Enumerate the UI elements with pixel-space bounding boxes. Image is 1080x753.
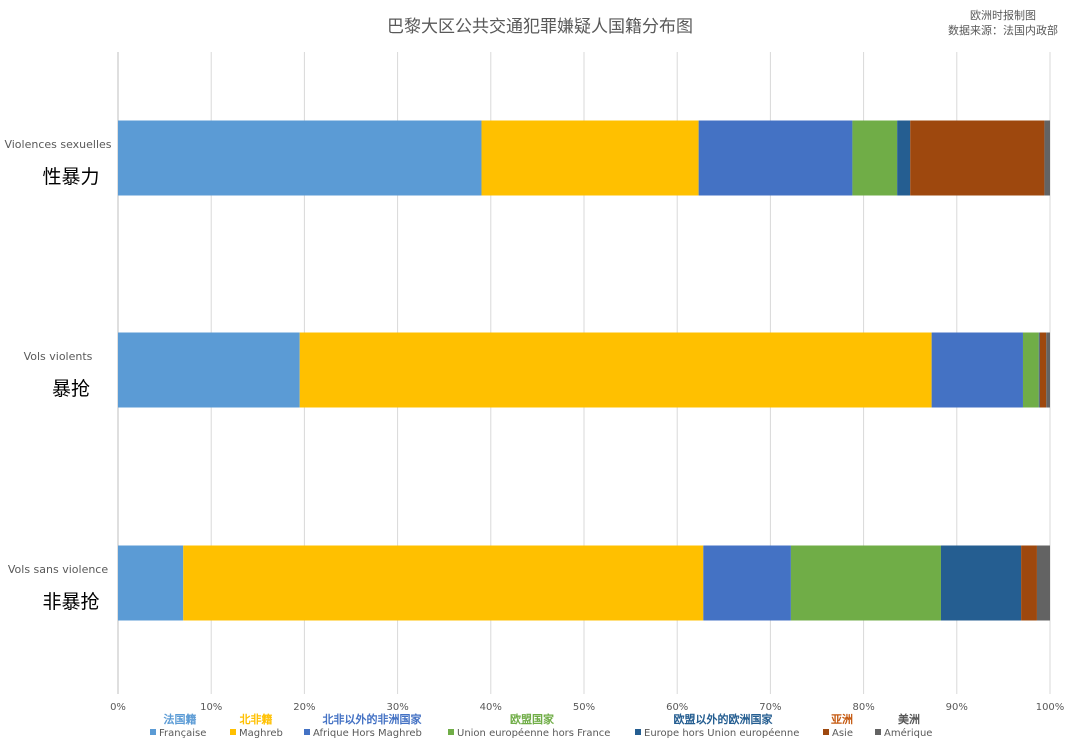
bar-segment — [481, 120, 699, 196]
category-label-zh: 非暴抢 — [42, 591, 99, 613]
x-tick-label: 20% — [293, 702, 315, 713]
legend-label-fr: Union européenne hors France — [457, 727, 610, 739]
bar-segment — [118, 120, 482, 196]
category-labels: Violences sexuelles 性暴力 Vols violents 暴抢 Vol… — [4, 138, 111, 613]
legend-swatch — [635, 729, 641, 735]
x-tick-label: 100% — [1036, 702, 1065, 713]
bar-segment — [1039, 332, 1047, 408]
bar-segment — [790, 545, 941, 621]
legend-swatch — [150, 729, 156, 735]
category-label-fr: Violences sexuelles — [4, 138, 111, 151]
source-credit: 欧洲时报制图 — [970, 9, 1036, 22]
legend-swatch — [448, 729, 454, 735]
legend-label-fr: Europe hors Union européenne — [644, 727, 799, 739]
legend-label-fr: Maghreb — [239, 728, 283, 739]
bar-segment — [1022, 332, 1039, 408]
bar-segment — [1021, 545, 1037, 621]
x-tick-label: 60% — [666, 702, 688, 713]
x-tick-label: 50% — [573, 702, 595, 713]
bar-segment — [931, 332, 1023, 408]
bar-segment — [118, 332, 300, 408]
source-data: 数据来源：法国内政部 — [948, 24, 1058, 37]
legend-label-zh: 法国籍 — [164, 712, 197, 726]
legend-swatch — [230, 729, 236, 735]
legend-label-fr: Asie — [832, 728, 853, 739]
legend-label-fr: Française — [159, 728, 206, 739]
legend-label-zh: 美洲 — [898, 712, 920, 726]
bar-segment — [703, 545, 791, 621]
x-tick-label: 90% — [946, 702, 968, 713]
x-tick-label: 10% — [200, 702, 222, 713]
x-tick-label: 70% — [759, 702, 781, 713]
x-tick-label: 30% — [386, 702, 408, 713]
bar-segment — [897, 120, 911, 196]
legend-label-zh: 亚洲 — [831, 713, 853, 726]
bar-segment — [118, 545, 184, 621]
x-tick-label: 80% — [852, 702, 874, 713]
bar-segment — [299, 332, 932, 408]
category-label-zh: 性暴力 — [42, 166, 99, 188]
chart-title: 巴黎大区公共交通犯罪嫌疑人国籍分布图 — [387, 17, 693, 37]
source-note: 欧洲时报制图 数据来源：法国内政部 — [948, 8, 1058, 38]
x-axis-ticks: 0% 10% 20% 30% 40% 50% 60% 70% 80% 90% 100% — [110, 702, 1064, 713]
category-label-fr: Vols sans violence — [8, 563, 108, 576]
bar-segment — [852, 120, 898, 196]
legend-swatch — [875, 729, 881, 735]
legend-label-zh: 欧盟国家 — [510, 712, 555, 726]
bar-segment — [698, 120, 853, 196]
bar-segment — [1046, 332, 1050, 408]
category-label-zh: 暴抢 — [52, 378, 90, 400]
legend-label-fr: Afrique Hors Maghreb — [313, 728, 422, 739]
legend-swatch — [304, 729, 310, 735]
bar-segment — [1038, 332, 1040, 408]
legend: 法国籍 Française 北非籍 Maghreb 北非以外的非洲国家 Afrique H… — [150, 712, 932, 739]
legend-label-zh: 北非籍 — [240, 712, 273, 726]
legend-label-zh: 北非以外的非洲国家 — [323, 712, 423, 726]
legend-swatch — [823, 729, 829, 735]
x-tick-label: 40% — [480, 702, 502, 713]
x-tick-label: 0% — [110, 702, 126, 713]
bars — [118, 120, 1050, 621]
bar-segment — [183, 545, 704, 621]
legend-label-fr: Amérique — [884, 727, 932, 739]
bar-segment — [1036, 545, 1050, 621]
legend-label-zh: 欧盟以外的欧洲国家 — [674, 712, 774, 726]
bar-segment — [910, 120, 1045, 196]
bar-segment — [940, 545, 1022, 621]
category-label-fr: Vols violents — [24, 350, 93, 363]
bar-segment — [1044, 120, 1050, 196]
